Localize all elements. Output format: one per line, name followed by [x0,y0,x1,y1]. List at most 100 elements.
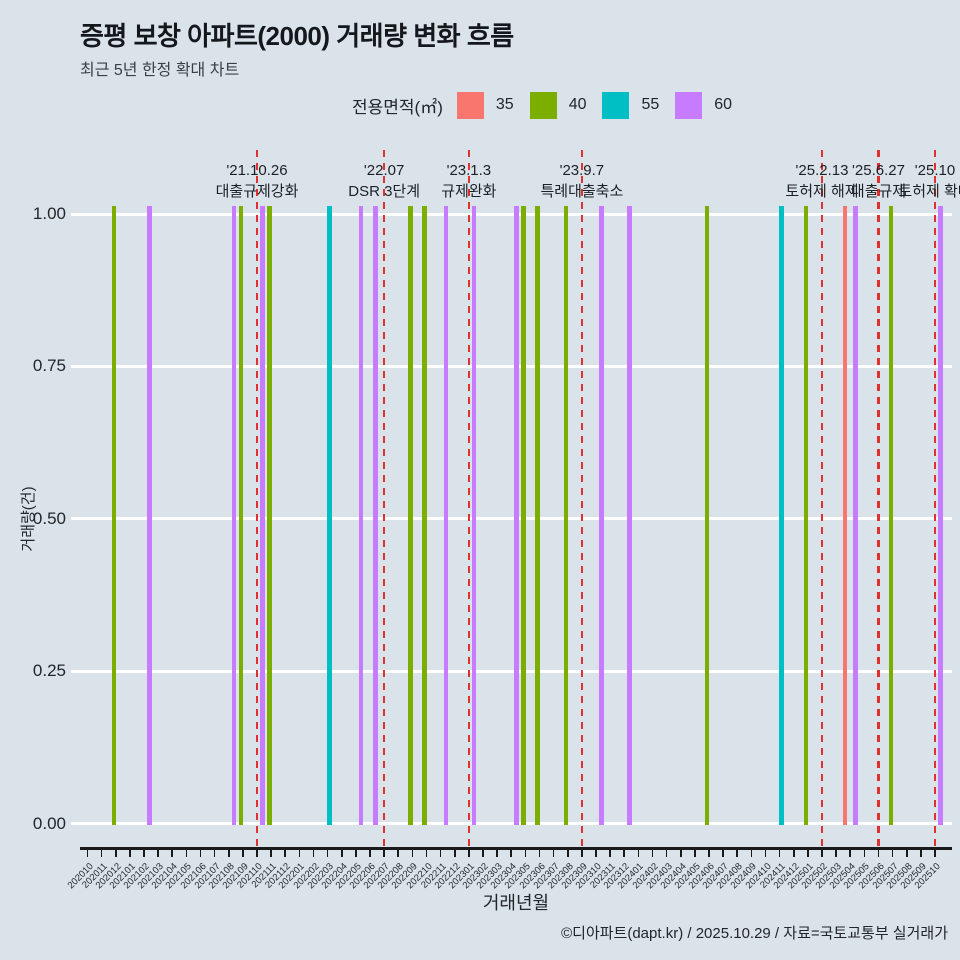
x-tick-mark [86,850,89,857]
x-tick-mark [891,850,894,857]
x-tick-mark [340,850,343,857]
x-tick-mark [496,850,498,857]
x-tick-mark [383,850,385,857]
event-date: '25.2.13 [795,162,849,179]
event-name: 토허제 해제 [785,183,859,200]
bar-55-202203 [327,206,332,825]
x-tick-mark [425,850,428,857]
x-tick-mark [213,850,216,857]
y-tick-mark [71,212,80,216]
x-tick-mark [665,850,668,857]
x-tick-mark [100,850,103,857]
x-tick-mark [510,850,513,857]
bar-60-202102 [147,206,152,825]
x-tick-mark [581,850,583,857]
x-tick-mark [835,850,837,857]
x-tick-mark [877,850,880,857]
legend-item: 35 [456,91,514,119]
bar-60-202205 [358,206,364,825]
x-tick-mark [595,850,597,857]
legend-value: 55 [641,96,660,113]
bar-60-202310 [599,206,604,825]
x-tick-mark [609,850,611,857]
x-tick-mark [369,850,371,857]
x-tick-mark [270,850,272,857]
event-annotation: '25.6.27 대출규제 [809,161,949,202]
legend-swatch-55 [602,91,630,119]
x-tick-mark [171,850,174,857]
x-tick-mark [750,850,753,857]
x-tick-mark [821,850,823,857]
x-tick-mark [778,850,781,857]
bar-40-202012 [111,206,117,825]
y-tick-mark [71,517,80,521]
legend-swatch-35 [456,91,484,119]
bar-60-202108 [231,206,237,825]
bar-40-202306 [535,206,540,825]
legend-item: 40 [529,91,586,119]
x-tick-mark [157,850,159,857]
x-axis-line [80,847,952,850]
bar-40-202406 [704,206,710,825]
x-tick-mark [566,850,569,857]
x-tick-mark [905,850,908,857]
x-tick-mark [792,850,795,857]
y-tick-mark [71,669,80,673]
y-tick-mark [71,364,80,368]
bar-60-202110 [260,206,265,825]
x-tick-mark [185,850,188,857]
y-tick-label: 0.25 [32,661,66,681]
page-subtitle: 최근 5년 한정 확대 차트 [80,62,240,79]
event-name: 특례대출축소 [540,183,624,200]
x-tick-mark [708,850,710,857]
bar-60-202206 [373,206,378,825]
x-tick-mark [849,850,852,857]
x-tick-mark [114,850,117,857]
x-tick-mark [129,850,131,857]
y-tick-label: 0.75 [32,356,66,376]
event-date: '22.07 [363,162,405,179]
x-tick-mark [863,850,866,857]
bar-40-202111 [267,206,272,825]
x-tick-mark [934,850,936,857]
event-name: 대출규제 [850,183,907,200]
event-date: '23.9.7 [559,162,605,179]
x-tick-mark [468,850,470,857]
event-date: '25.6.27 [852,162,905,179]
bar-40-202308 [563,206,569,825]
bar-40-202507 [888,206,894,825]
bar-60-202504 [853,206,858,825]
event-name: DSR 3단계 [348,183,421,200]
event-annotation: '25.10 토허제 확대 [865,161,960,202]
x-tick-mark [651,850,654,857]
event-annotation: '21.10.26 대출규제강화 [187,161,327,202]
legend-title: 전용면적(㎡) [352,97,443,117]
x-tick-mark [920,850,922,857]
y-tick-label: 1.00 [32,204,66,223]
x-tick-mark [355,850,357,857]
x-axis-title: 거래년월 [482,893,550,913]
x-tick-mark [453,850,456,857]
bar-60-202312 [627,206,632,825]
x-tick-mark [807,850,809,857]
x-tick-mark [227,850,230,857]
page-title: 증평 보창 아파트(2000) 거래량 변화 흐름 [80,21,514,51]
x-tick-mark [524,850,527,857]
event-date: '25.10 [914,162,956,179]
bar-35-202504 [842,206,848,825]
event-annotation: '23.9.7 특례대출축소 [512,161,652,202]
event-date: '23.1.3 [446,162,492,179]
y-tick-mark [71,822,80,825]
event-line [933,150,937,852]
y-tick-label: 0.00 [32,813,66,833]
bar-40-202209 [408,206,413,825]
x-tick-mark [552,850,555,857]
x-tick-mark [764,850,767,857]
x-tick-mark [298,850,301,857]
x-tick-mark [312,850,315,857]
x-tick-mark [736,850,739,857]
footer-credit: ©디아파트(dapt.kr) / 2025.10.29 / 자료=국토교통부 실… [561,925,948,942]
x-tick-mark [722,850,724,857]
bar-40-202109 [238,206,244,825]
